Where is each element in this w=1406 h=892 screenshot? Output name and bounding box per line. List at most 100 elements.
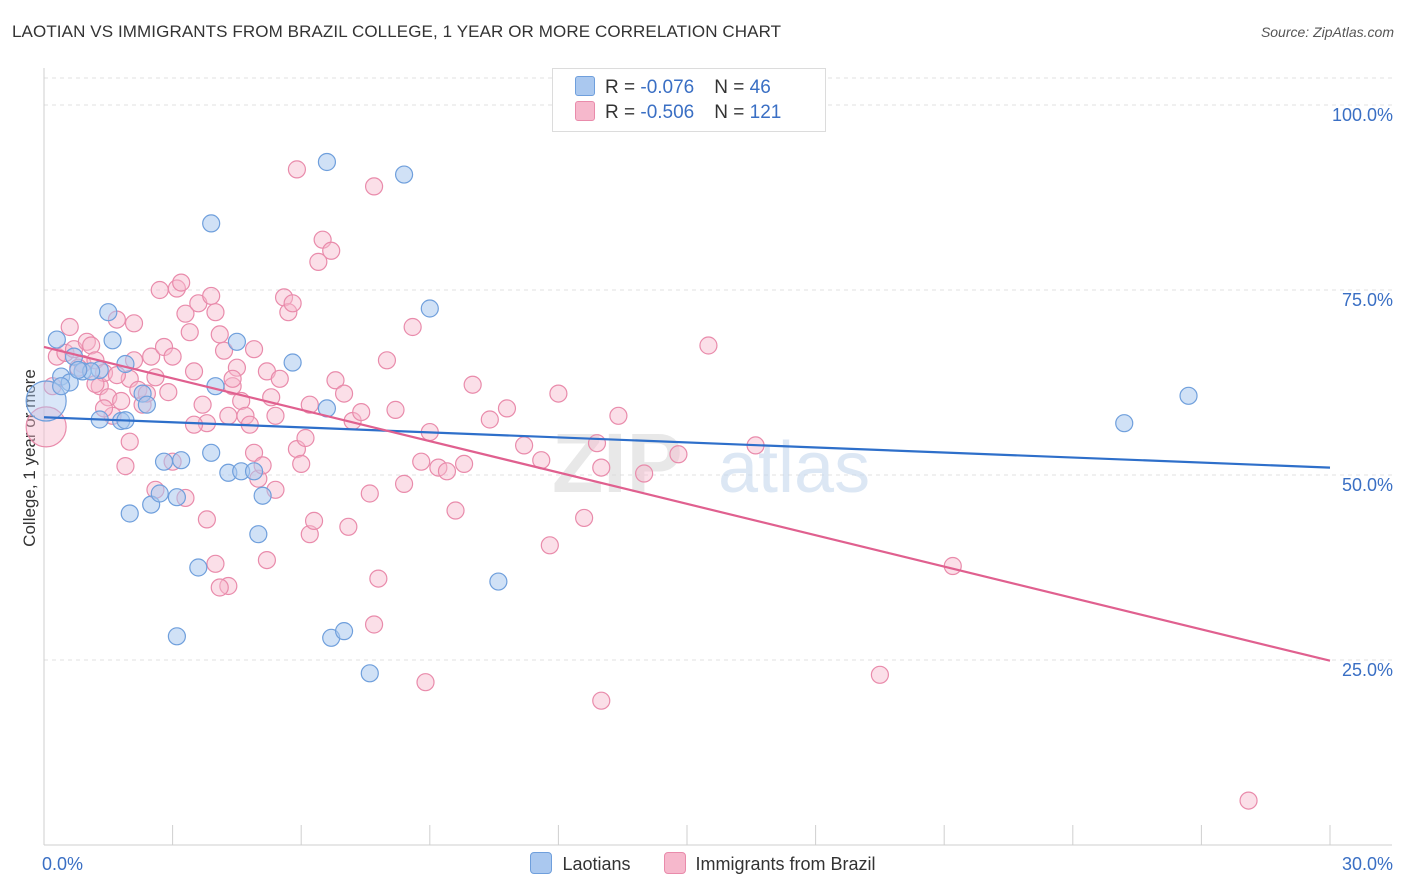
brazil-point [223, 369, 242, 388]
brazil-point [82, 336, 101, 355]
brazil-point [219, 406, 238, 425]
brazil-point [369, 569, 388, 588]
brazil-point [184, 415, 204, 434]
brazil-point [146, 368, 165, 387]
laotians-point [47, 330, 66, 349]
brazil-point [184, 362, 204, 381]
brazil-point [142, 347, 161, 366]
brazil-point [197, 510, 216, 529]
y-tick-label: 75.0% [1342, 290, 1393, 310]
laotians-point [99, 303, 118, 322]
y-tick-label: 25.0% [1342, 660, 1393, 680]
brazil-point [870, 665, 890, 684]
laotians-point [116, 354, 135, 374]
laotians-point [103, 331, 122, 350]
brazil-point [257, 550, 277, 570]
brazil-point [227, 358, 246, 377]
brazil-point [163, 347, 182, 366]
laotians-point [52, 377, 71, 396]
brazil-point [309, 252, 328, 271]
legend-label-laotians: Laotians [562, 854, 631, 874]
brazil-point [575, 508, 594, 528]
laotians-point [1115, 414, 1134, 433]
laotians-point [167, 488, 186, 507]
brazil-point [669, 445, 688, 464]
brazil-point [635, 464, 654, 483]
r-label: R = [605, 77, 641, 98]
brazil-point [214, 341, 234, 360]
brazil-point [159, 383, 178, 402]
laotians-point [206, 377, 225, 396]
brazil-point [206, 554, 225, 573]
laotians-point [227, 332, 246, 351]
brazil-point [244, 340, 264, 359]
laotians-swatch [575, 76, 595, 96]
brazil-point [412, 452, 431, 471]
laotians-point [334, 622, 354, 641]
series-brazil-points [25, 160, 1258, 810]
legend-item-laotians: Laotians [530, 852, 631, 875]
laotians-point [489, 572, 508, 591]
x-tick-label: 0.0% [42, 854, 83, 874]
brazil-point [515, 436, 534, 455]
tick-labels: 25.0% 50.0% 75.0% 100.0% 0.0% 30.0% [42, 105, 1393, 874]
y-tick-label: 100.0% [1332, 105, 1393, 125]
source-label: Source: ZipAtlas.com [1260, 24, 1394, 40]
laotians-point [420, 299, 439, 318]
brazil-point [454, 454, 474, 473]
y-tick-label: 50.0% [1342, 475, 1393, 495]
brazil-point [943, 556, 962, 576]
brazil-point [549, 384, 568, 403]
laotians-point [1179, 386, 1198, 405]
laotians-point [150, 484, 169, 503]
watermark-atlas: atlas [718, 428, 870, 508]
brazil-point [364, 177, 384, 196]
laotians-point [360, 664, 379, 683]
brazil-point [124, 314, 144, 333]
r-value: -0.076 [640, 77, 695, 98]
brazil-point [403, 317, 422, 337]
brazil-point [304, 511, 324, 530]
brazil-point [193, 395, 212, 414]
brazil-point [210, 578, 229, 597]
brazil-point [437, 462, 457, 481]
brazil-point [592, 458, 611, 477]
laotians-point [202, 443, 221, 462]
laotians-point [154, 452, 174, 471]
brazil-point [360, 484, 379, 503]
laotians-point [202, 214, 221, 233]
brazil-point [394, 474, 414, 493]
brazil-trend-line [43, 345, 1331, 662]
watermark-zip: ZIP [552, 416, 683, 510]
brazil-point [364, 615, 384, 634]
brazil-point [266, 406, 285, 425]
chart-title: LAOTIAN VS IMMIGRANTS FROM BRAZIL COLLEG… [12, 22, 782, 41]
legend-item-brazil: Immigrants from Brazil [663, 852, 876, 875]
brazil-point [279, 303, 298, 322]
brazil-legend-swatch [663, 852, 686, 874]
laotians-point [172, 451, 191, 470]
brazil-point [322, 241, 341, 260]
brazil-point [326, 371, 345, 390]
brazil-point [300, 395, 319, 414]
laotians-legend-swatch [530, 852, 553, 874]
brazil-point [592, 691, 611, 710]
legend-label-brazil: Immigrants from Brazil [695, 854, 876, 874]
n-value: 46 [749, 77, 771, 98]
laotians-point [120, 504, 139, 523]
series-legend: Laotians Immigrants from Brazil [0, 852, 1406, 875]
brazil-point [386, 400, 405, 419]
brazil-point [172, 273, 191, 292]
laotians-trend-line [43, 416, 1331, 469]
brazil-point [352, 403, 371, 422]
brazil-point [609, 406, 628, 425]
brazil-point [206, 303, 225, 322]
brazil-point [587, 434, 607, 453]
n-value: 121 [749, 102, 782, 123]
r-value: -0.506 [640, 102, 695, 123]
brazil-point [116, 457, 135, 476]
brazil-point [180, 323, 199, 342]
brazil-point [287, 160, 307, 179]
brazil-point [377, 351, 397, 370]
legend-row-brazil: R = -0.506 N = 121 [575, 101, 781, 127]
